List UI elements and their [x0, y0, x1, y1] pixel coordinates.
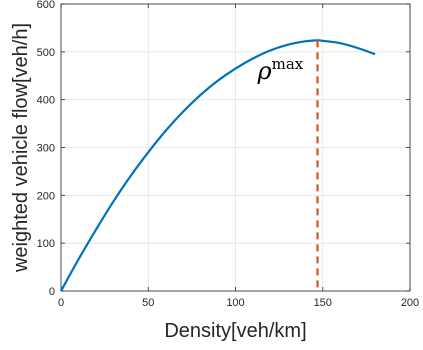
- x-axis-label: Density[veh/km]: [164, 320, 306, 342]
- y-tick-labels: 0 100 200 300 400 500 600: [37, 0, 55, 298]
- rho-symbol: ρ: [257, 57, 272, 85]
- y-axis-label: weighted vehicle flow[veh/h]: [10, 23, 32, 273]
- series-line: [60, 39, 376, 292]
- x-tick-label: 100: [226, 297, 244, 309]
- x-tick-label: 150: [314, 297, 332, 309]
- y-tick-label: 300: [37, 143, 55, 155]
- y-tick-label: 0: [49, 286, 55, 298]
- rho-superscript: max: [272, 55, 304, 73]
- y-tick-label: 200: [37, 190, 55, 202]
- x-tick-labels: 0 50 100 150 200: [58, 297, 419, 309]
- y-tick-label: 600: [37, 0, 55, 11]
- y-tick-label: 500: [37, 47, 55, 59]
- x-tick-label: 200: [401, 297, 419, 309]
- rho-max-annotation: ρmax: [257, 55, 304, 85]
- x-tick-label: 0: [58, 297, 64, 309]
- y-tick-label: 100: [37, 238, 55, 250]
- y-tick-label: 400: [37, 95, 55, 107]
- x-tick-label: 50: [142, 297, 154, 309]
